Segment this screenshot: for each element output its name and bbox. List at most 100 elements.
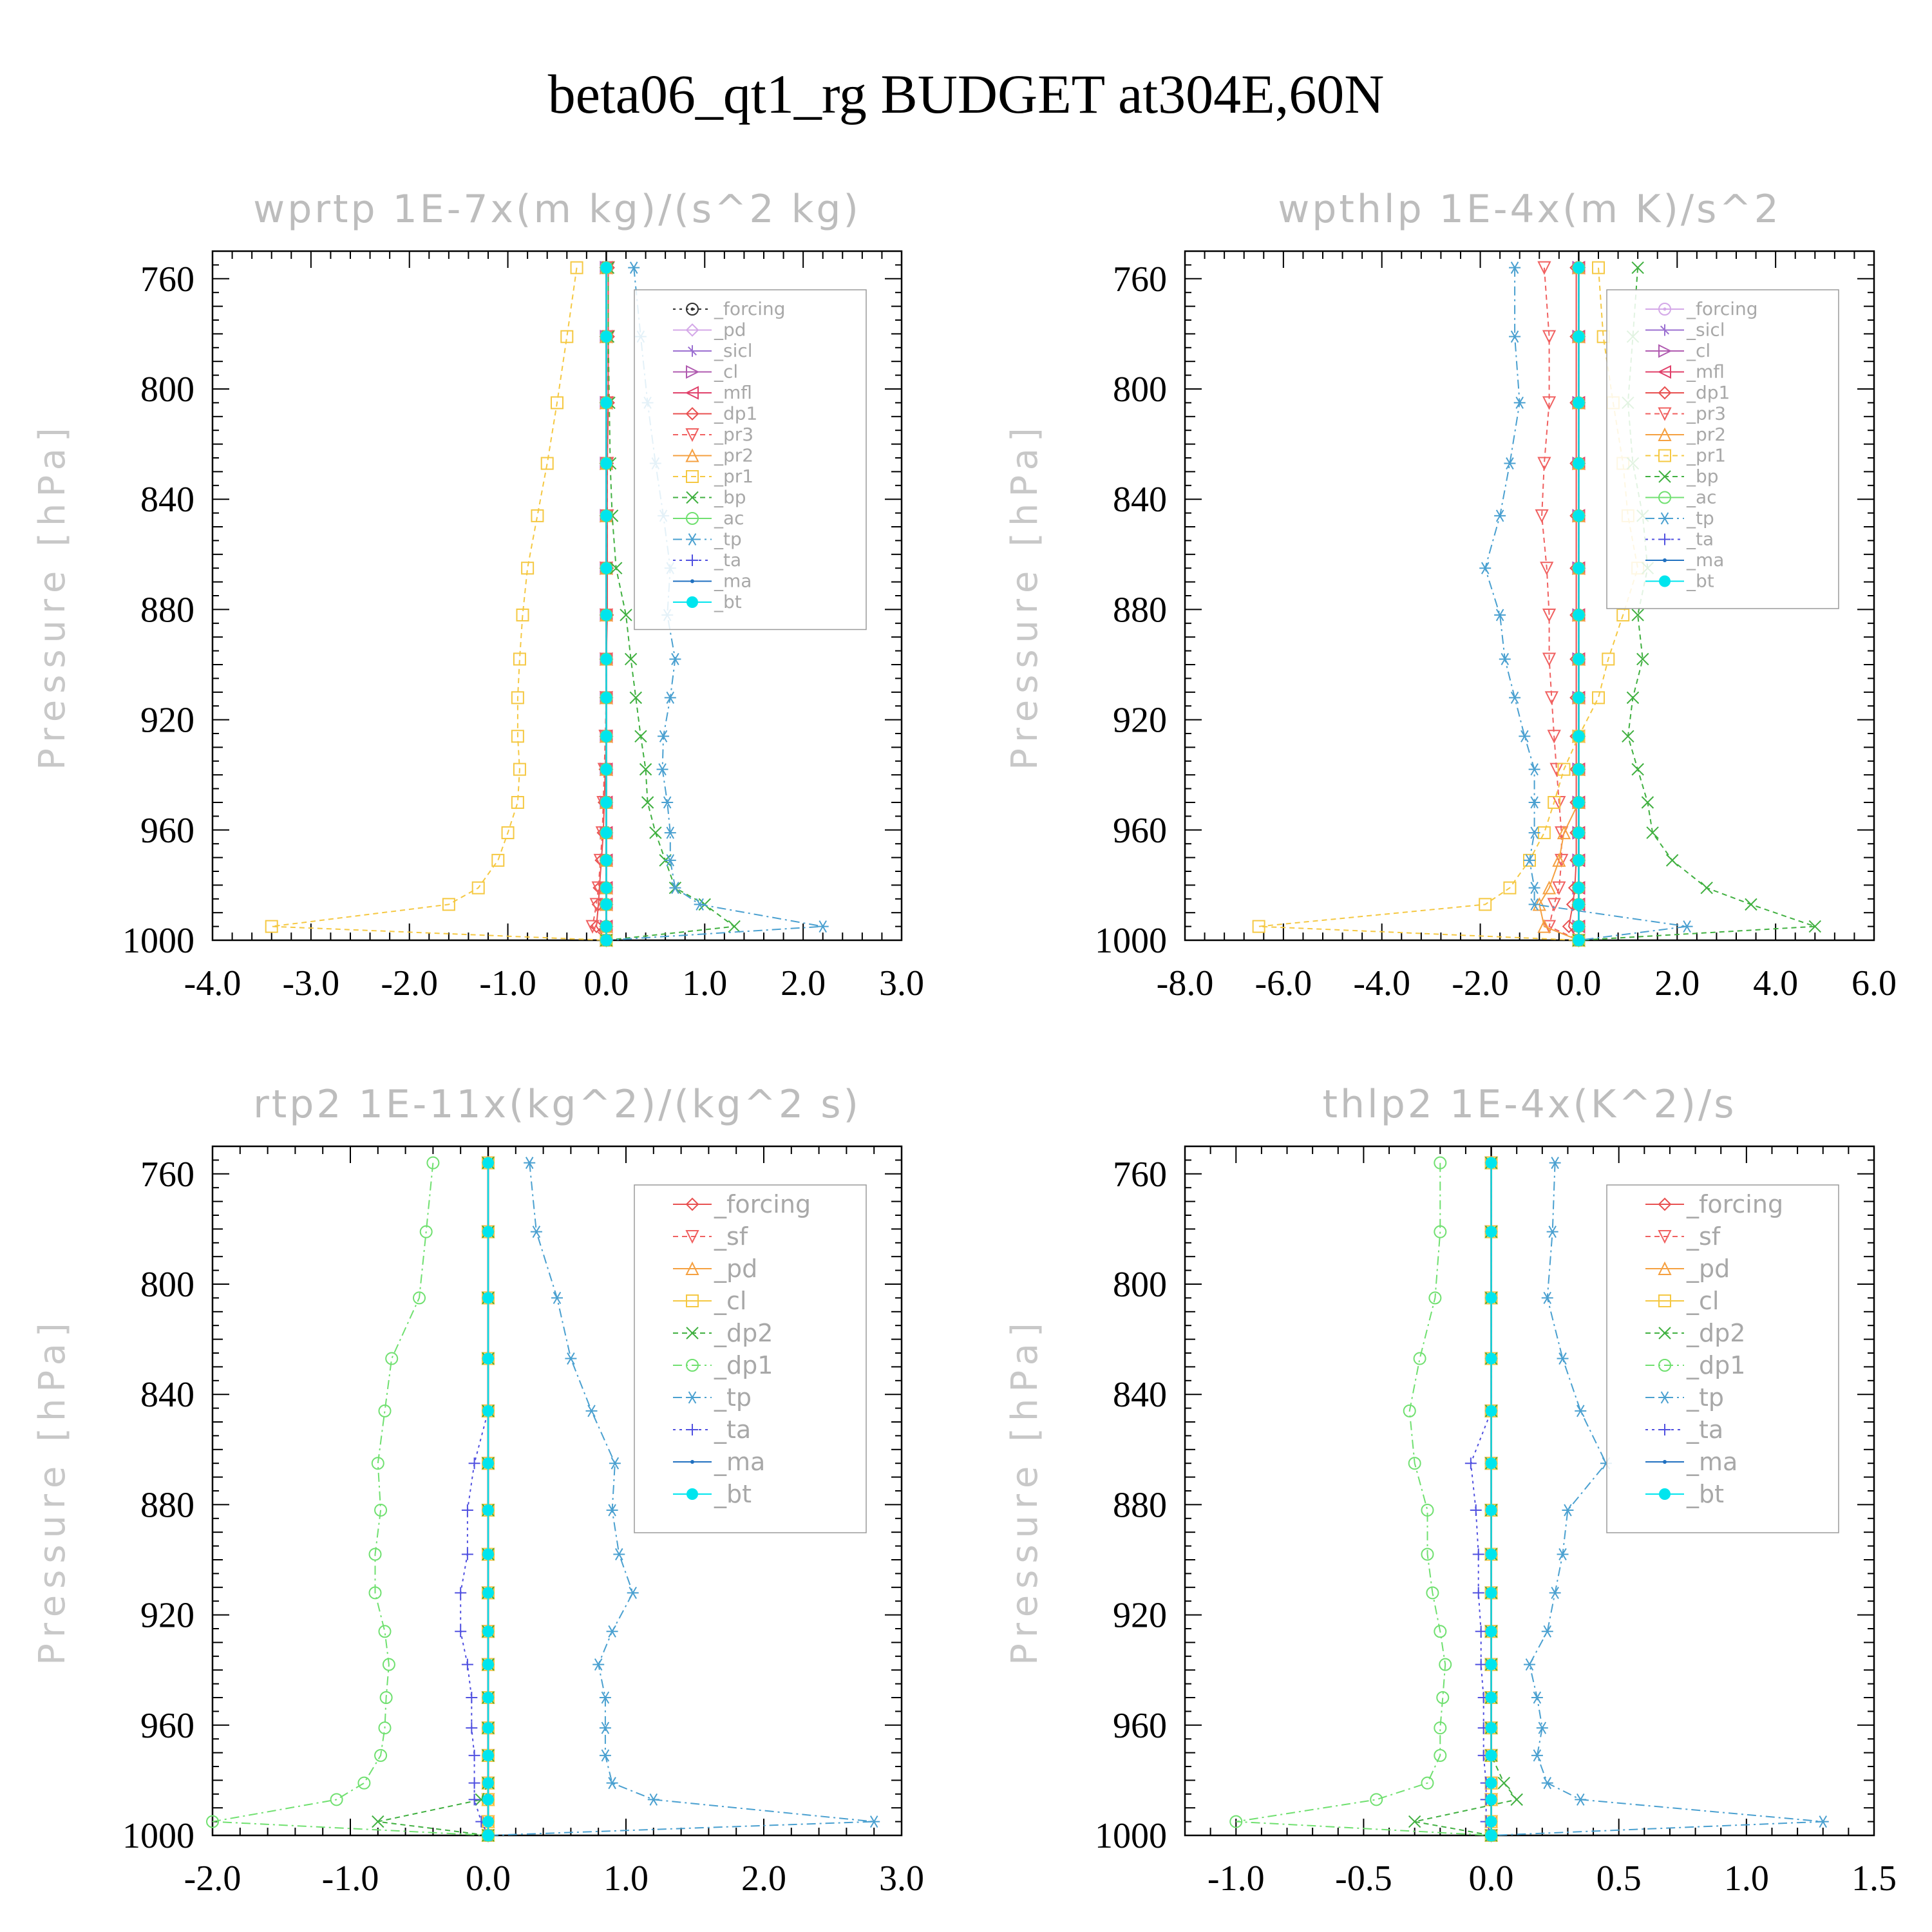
series-dp1 bbox=[1229, 1156, 1498, 1842]
data-point bbox=[1472, 1548, 1484, 1560]
data-point bbox=[1528, 882, 1540, 895]
y-tick-label: 960 bbox=[140, 811, 194, 851]
x-tick-label: 1.0 bbox=[1724, 1859, 1769, 1899]
panel-2: wpthlp 1E-4x(m K)/s^2 Pressure [hPa] 760 80… bbox=[1004, 187, 1897, 1003]
data-point bbox=[1408, 1815, 1421, 1828]
y-tick-label: 960 bbox=[140, 1706, 194, 1746]
legend-label: _tp bbox=[1686, 507, 1714, 529]
series-line bbox=[1568, 267, 1580, 941]
data-point bbox=[471, 881, 485, 895]
data-point bbox=[641, 796, 654, 809]
y-tick-label: 1000 bbox=[1095, 921, 1167, 961]
data-point bbox=[610, 562, 623, 574]
data-point bbox=[600, 763, 612, 775]
data-point bbox=[634, 730, 647, 743]
legend-label: _forcing bbox=[1686, 1190, 1783, 1218]
data-point bbox=[1552, 853, 1566, 867]
panel-3: rtp2 1E-11x(kg^2)/(kg^2 s) Pressure [hPa]… bbox=[32, 1082, 924, 1899]
legend: _forcing _sf _pd _cl _dp2 _dp1 _tp _ta _ma _bt bbox=[634, 1184, 867, 1533]
data-point bbox=[1540, 562, 1554, 576]
legend-entry: _pr1 bbox=[673, 466, 753, 487]
y-tick-label: 1000 bbox=[1095, 1816, 1167, 1856]
data-point bbox=[1573, 882, 1585, 894]
data-point bbox=[606, 1625, 618, 1638]
data-point bbox=[461, 1504, 473, 1516]
legend-marker bbox=[686, 303, 699, 316]
data-point bbox=[627, 1586, 639, 1599]
legend-label: _ma bbox=[1686, 1448, 1738, 1476]
series-bt bbox=[600, 261, 612, 946]
data-point bbox=[1557, 1548, 1569, 1560]
legend-marker bbox=[686, 491, 699, 504]
data-point bbox=[1573, 562, 1585, 574]
data-point bbox=[600, 827, 612, 839]
data-point bbox=[1439, 1658, 1452, 1671]
data-point bbox=[516, 608, 529, 621]
data-point bbox=[482, 1292, 494, 1304]
x-tick-label: -3.0 bbox=[283, 963, 340, 1003]
data-point bbox=[461, 1658, 473, 1671]
legend-marker bbox=[690, 1460, 694, 1464]
y-tick-label: 960 bbox=[1113, 1706, 1167, 1746]
data-point bbox=[1622, 730, 1634, 743]
series-dp1 bbox=[589, 261, 615, 947]
data-point bbox=[1537, 457, 1551, 471]
data-point bbox=[482, 1226, 494, 1238]
legend-marker bbox=[686, 1294, 699, 1307]
data-point bbox=[592, 1658, 605, 1671]
x-tick-label: -1.0 bbox=[479, 963, 536, 1003]
legend-entry: _ma bbox=[673, 571, 752, 592]
legend-entry: _tp bbox=[1645, 1383, 1724, 1412]
data-point bbox=[482, 1658, 494, 1671]
data-point bbox=[1485, 1625, 1497, 1638]
data-point bbox=[1536, 1721, 1548, 1734]
legend-label: _tp bbox=[714, 1383, 752, 1412]
legend-label: _cl bbox=[714, 1287, 746, 1315]
data-point bbox=[1557, 825, 1571, 840]
figure-title: beta06_qt1_rg BUDGET at304E,60N bbox=[548, 63, 1385, 125]
data-point bbox=[551, 1291, 563, 1304]
y-tick-label: 800 bbox=[140, 370, 194, 410]
x-tick-label: 0.5 bbox=[1596, 1859, 1642, 1899]
data-point bbox=[1547, 730, 1561, 744]
legend-label: _ma bbox=[1686, 549, 1724, 571]
legend-marker bbox=[1658, 386, 1672, 400]
data-point bbox=[1537, 919, 1551, 933]
legend-entry: _ta bbox=[1645, 1416, 1723, 1444]
legend-label: _ta bbox=[1686, 1416, 1723, 1444]
y-tick-label: 760 bbox=[140, 260, 194, 299]
data-point bbox=[1485, 1749, 1497, 1761]
data-point bbox=[1602, 652, 1615, 666]
data-point bbox=[551, 396, 564, 410]
data-point bbox=[661, 796, 674, 809]
series-line bbox=[606, 267, 823, 941]
data-point bbox=[1485, 1722, 1497, 1734]
legend-entry: _sf bbox=[1645, 1222, 1721, 1251]
data-point bbox=[379, 1691, 393, 1704]
data-point bbox=[1631, 609, 1644, 621]
data-point bbox=[600, 854, 612, 866]
legend-marker bbox=[686, 1327, 699, 1340]
series-pr1 bbox=[1252, 261, 1645, 947]
data-point bbox=[1537, 261, 1551, 275]
y-axis-label: Pressure [hPa] bbox=[1004, 1316, 1046, 1665]
data-point bbox=[1421, 1776, 1434, 1790]
data-point bbox=[1485, 1830, 1497, 1841]
data-point bbox=[600, 609, 612, 621]
data-point bbox=[1509, 691, 1521, 704]
data-point bbox=[868, 1815, 880, 1828]
legend-marker bbox=[1658, 1261, 1672, 1275]
y-tick-label: 800 bbox=[1113, 370, 1167, 410]
legend-entry: _bp bbox=[673, 487, 746, 508]
y-tick-label: 880 bbox=[1113, 1485, 1167, 1525]
data-point bbox=[585, 920, 600, 934]
data-point bbox=[1485, 1692, 1497, 1703]
series-dp2 bbox=[1408, 1156, 1523, 1842]
legend-entry: _pr1 bbox=[1645, 445, 1726, 466]
legend-marker bbox=[1659, 324, 1671, 336]
legend-label: _dp1 bbox=[1686, 382, 1730, 403]
data-point bbox=[1636, 652, 1649, 666]
legend-entry: _ac bbox=[1645, 487, 1717, 508]
data-point bbox=[600, 653, 612, 665]
